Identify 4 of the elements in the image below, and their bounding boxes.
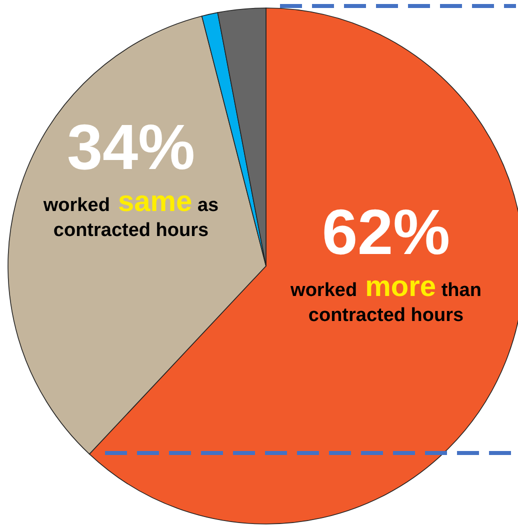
slice-label: worked same as contracted hours [42,186,219,241]
data-label: 62% [322,196,450,268]
data-label: 34% [66,111,196,183]
slice-label: worked more than contracted hours [290,271,482,326]
